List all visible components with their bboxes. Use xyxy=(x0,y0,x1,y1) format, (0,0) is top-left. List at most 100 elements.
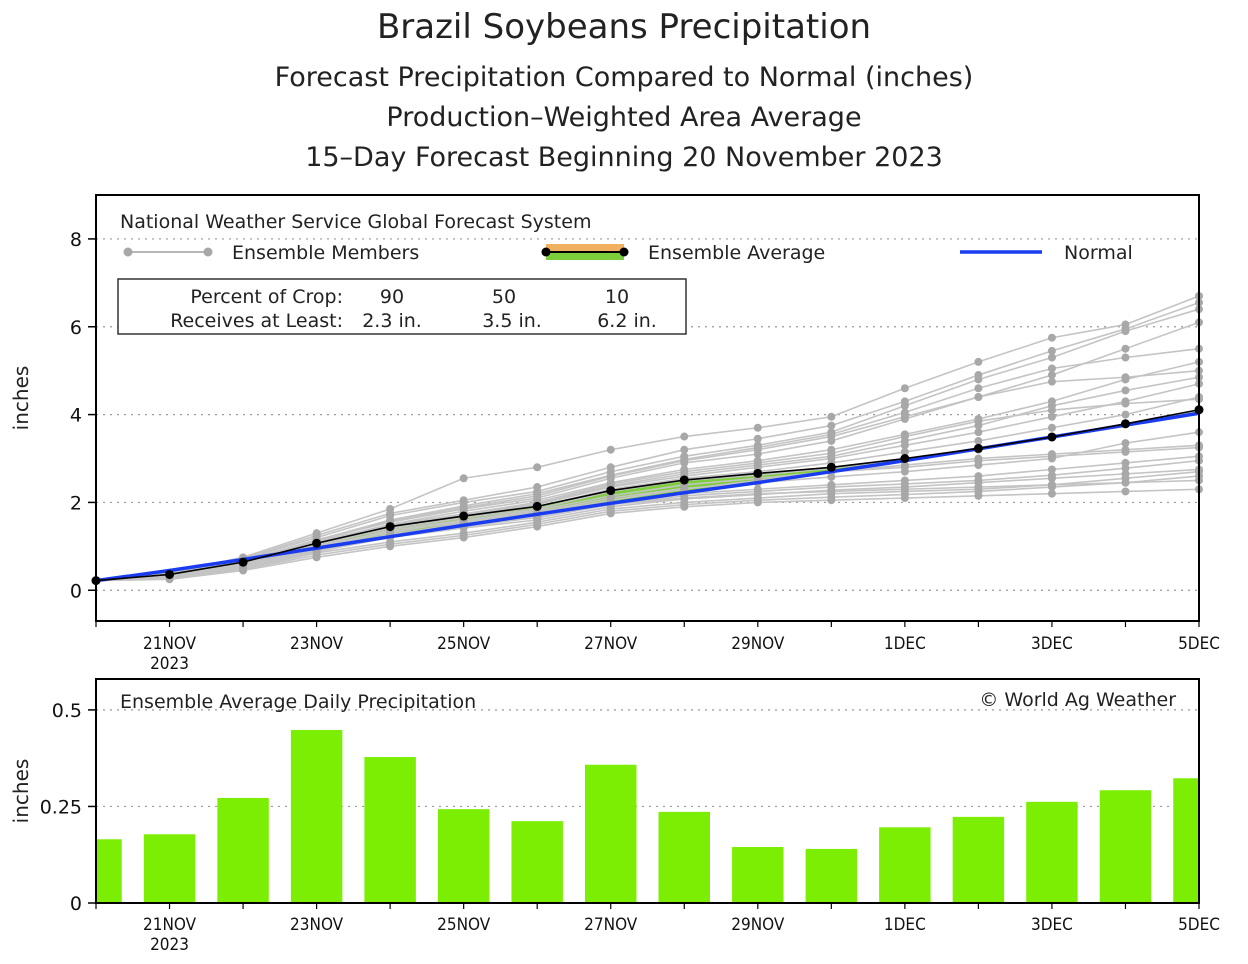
member-point xyxy=(827,430,836,439)
member-line xyxy=(95,361,1200,582)
member-point xyxy=(1047,471,1056,480)
member-point xyxy=(606,479,615,488)
source-label: National Weather Service Global Forecast… xyxy=(120,211,591,233)
crop-table-percent: 10 xyxy=(605,286,629,308)
member-point xyxy=(974,393,983,402)
member-point xyxy=(606,507,615,516)
member-point xyxy=(533,483,542,492)
member-point xyxy=(1121,324,1130,333)
member-point xyxy=(1121,469,1130,478)
member-line xyxy=(95,475,1200,582)
average-point xyxy=(900,454,910,464)
daily-bar xyxy=(143,834,196,903)
bottom-y-tick-label: 0.5 xyxy=(52,700,82,722)
member-point xyxy=(1121,478,1130,487)
member-point xyxy=(1121,353,1130,362)
member-point xyxy=(753,458,762,467)
chart-title: Brazil Soybeans Precipitation xyxy=(377,7,871,47)
average-point xyxy=(1047,432,1057,442)
member-point xyxy=(606,445,615,454)
member-point xyxy=(1047,353,1056,362)
crop-table-row1-label: Percent of Crop: xyxy=(190,286,343,308)
member-line xyxy=(95,470,1200,582)
member-line xyxy=(95,301,1200,582)
member-point xyxy=(386,540,395,549)
member-point xyxy=(680,432,689,441)
member-point xyxy=(827,421,836,430)
top-y-tick-label: 6 xyxy=(70,317,82,339)
member-point xyxy=(753,496,762,505)
chart-subtitle-3: 15–Day Forecast Beginning 20 November 20… xyxy=(305,142,943,173)
top-x-tick-label: 3DEC xyxy=(1031,634,1073,654)
member-point xyxy=(533,463,542,472)
top-y-tick-label: 8 xyxy=(70,229,82,251)
top-x-tick-label: 5DEC xyxy=(1178,634,1220,654)
daily-bar xyxy=(96,839,122,903)
legend-members-dot xyxy=(123,247,133,257)
bottom-y-axis-label: inches xyxy=(9,759,33,824)
crop-table: Percent of Crop: Receives at Least: 90 5… xyxy=(117,278,687,335)
member-line xyxy=(95,308,1200,582)
member-line xyxy=(95,459,1200,582)
top-x-tick-label: 23NOV xyxy=(290,634,344,654)
member-line xyxy=(95,488,1200,582)
bottom-x-tick-year: 2023 xyxy=(150,935,189,955)
member-point xyxy=(1047,454,1056,463)
average-point xyxy=(459,511,469,521)
top-y-tick-label: 0 xyxy=(70,580,82,602)
member-point xyxy=(1047,406,1056,415)
top-x-tick-year: 2023 xyxy=(150,654,189,674)
member-point xyxy=(1121,386,1130,395)
daily-bar xyxy=(584,764,637,903)
daily-bar xyxy=(217,797,269,903)
ensemble-average-series xyxy=(91,405,1204,586)
top-y-tick-label: 4 xyxy=(70,405,82,427)
member-point xyxy=(1047,412,1056,421)
bottom-x-tick-label: 23NOV xyxy=(290,915,344,935)
daily-bar xyxy=(879,827,931,903)
daily-bar xyxy=(1173,778,1199,903)
average-point xyxy=(385,522,395,532)
member-point xyxy=(827,483,836,492)
bottom-y-axis: 0 0.25 0.5 xyxy=(40,700,96,915)
legend-normal: Normal xyxy=(960,242,1133,264)
member-point xyxy=(974,371,983,380)
average-point xyxy=(679,475,689,485)
member-point xyxy=(606,494,615,503)
bottom-panel-title: Ensemble Average Daily Precipitation xyxy=(120,691,476,713)
average-point xyxy=(973,443,983,453)
member-point xyxy=(606,471,615,480)
copyright-label: © World Ag Weather xyxy=(979,689,1176,711)
daily-bar xyxy=(1099,790,1152,903)
crop-table-box xyxy=(117,278,687,335)
member-point xyxy=(900,490,909,499)
chart-subtitle-2: Production–Weighted Area Average xyxy=(386,102,861,133)
bottom-gridlines xyxy=(96,709,1199,808)
legend-members-label: Ensemble Members xyxy=(232,242,419,264)
average-point xyxy=(606,486,616,496)
member-point xyxy=(1121,373,1130,382)
member-point xyxy=(1121,399,1130,408)
bottom-y-tick-label: 0 xyxy=(70,893,82,915)
member-point xyxy=(459,531,468,540)
daily-bars xyxy=(96,729,1199,903)
member-point xyxy=(753,434,762,443)
average-point xyxy=(753,468,763,478)
bottom-y-tick-label: 0.25 xyxy=(40,796,82,818)
member-point xyxy=(1047,333,1056,342)
difference-fill-segment xyxy=(684,473,758,493)
member-point xyxy=(900,432,909,441)
member-point xyxy=(312,531,321,540)
member-point xyxy=(680,445,689,454)
crop-table-amount: 2.3 in. xyxy=(362,310,422,332)
average-line xyxy=(95,408,1200,582)
legend-average: Ensemble Average xyxy=(541,242,825,264)
legend-average-label: Ensemble Average xyxy=(648,242,825,264)
member-point xyxy=(974,476,983,485)
member-point xyxy=(680,500,689,509)
member-point xyxy=(827,449,836,458)
member-point xyxy=(459,474,468,483)
member-point xyxy=(533,520,542,529)
member-point xyxy=(974,357,983,366)
